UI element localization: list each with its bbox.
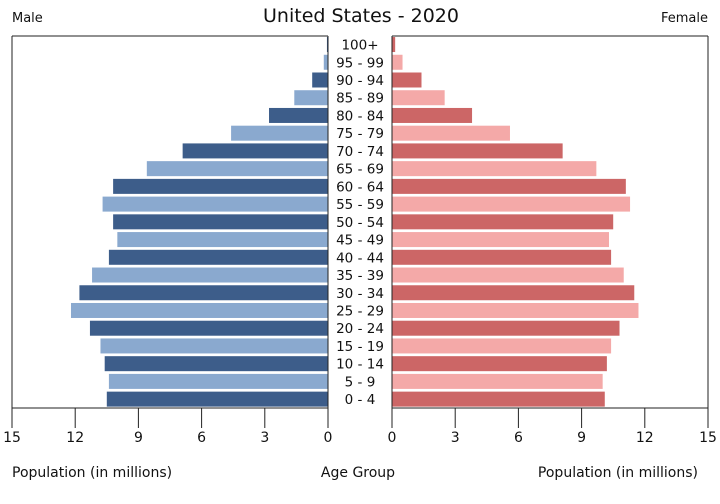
age-group-label: 25 - 29 xyxy=(336,303,384,319)
chart-title: United States - 2020 xyxy=(263,5,459,27)
male-tick-label: 0 xyxy=(324,430,333,446)
age-group-label: 0 - 4 xyxy=(345,392,376,408)
male-bar xyxy=(79,285,328,301)
male-tick-label: 3 xyxy=(260,430,269,446)
female-bar xyxy=(392,178,626,194)
female-bar xyxy=(392,196,631,212)
female-ticks: 0 3 6 9 12 15 xyxy=(388,408,717,446)
age-group-label: 5 - 9 xyxy=(345,374,376,390)
female-bar xyxy=(392,267,624,283)
female-bar xyxy=(392,54,403,70)
male-bar xyxy=(113,214,329,230)
age-group-label: 95 - 99 xyxy=(336,55,384,71)
female-bar xyxy=(392,232,609,248)
age-group-label: 100+ xyxy=(341,38,378,54)
female-bars xyxy=(392,37,639,407)
male-tick-label: 15 xyxy=(3,430,21,446)
male-bar xyxy=(312,72,328,88)
age-group-label: 50 - 54 xyxy=(336,215,384,231)
male-bar xyxy=(89,320,329,336)
age-group-label: 45 - 49 xyxy=(336,233,384,249)
male-bar xyxy=(108,373,328,389)
female-side-label: Female xyxy=(661,11,708,26)
female-bar xyxy=(392,302,639,318)
female-bar xyxy=(392,391,605,407)
age-group-label: 85 - 89 xyxy=(336,91,384,107)
male-bar xyxy=(323,54,328,70)
male-bar xyxy=(269,107,328,123)
female-tick-label: 9 xyxy=(577,430,586,446)
age-group-label: 10 - 14 xyxy=(336,357,384,373)
female-bar xyxy=(392,214,614,230)
male-side-label: Male xyxy=(12,11,43,26)
age-group-label: 20 - 24 xyxy=(336,321,384,337)
male-bar xyxy=(92,267,328,283)
male-bar xyxy=(326,37,328,53)
female-bar xyxy=(392,249,612,265)
female-bar xyxy=(392,37,396,53)
male-bar xyxy=(108,249,328,265)
female-bar xyxy=(392,161,597,177)
female-bar xyxy=(392,125,510,141)
age-axis-title: Age Group xyxy=(321,465,395,481)
male-bar xyxy=(106,391,328,407)
male-bar xyxy=(113,178,329,194)
age-group-label: 55 - 59 xyxy=(336,197,384,213)
female-bar xyxy=(392,72,422,88)
age-group-label: 70 - 74 xyxy=(336,144,384,160)
male-bar xyxy=(182,143,328,159)
male-bar xyxy=(100,338,328,354)
male-bar xyxy=(146,161,328,177)
female-x-axis-title: Population (in millions) xyxy=(538,465,698,481)
female-bar xyxy=(392,320,620,336)
female-bar xyxy=(392,90,445,106)
male-tick-label: 6 xyxy=(197,430,206,446)
female-bar xyxy=(392,373,603,389)
male-bar xyxy=(231,125,328,141)
age-group-label: 65 - 69 xyxy=(336,162,384,178)
female-bar xyxy=(392,143,563,159)
female-tick-label: 3 xyxy=(451,430,460,446)
female-bar xyxy=(392,107,473,123)
age-group-label: 15 - 19 xyxy=(336,339,384,355)
male-bar xyxy=(70,302,328,318)
age-group-label: 75 - 79 xyxy=(336,126,384,142)
male-bars xyxy=(70,37,329,407)
age-group-label: 30 - 34 xyxy=(336,286,384,302)
age-group-label: 80 - 84 xyxy=(336,108,384,124)
male-bar xyxy=(117,232,328,248)
female-tick-label: 0 xyxy=(388,430,397,446)
age-group-label: 90 - 94 xyxy=(336,73,384,89)
male-tick-label: 12 xyxy=(66,430,84,446)
female-tick-label: 15 xyxy=(699,430,717,446)
male-ticks: 15 12 9 6 3 0 xyxy=(3,408,332,446)
age-group-label: 40 - 44 xyxy=(336,250,384,266)
female-bar xyxy=(392,285,635,301)
male-x-axis-title: Population (in millions) xyxy=(12,465,172,481)
male-bar xyxy=(104,356,329,372)
male-tick-label: 9 xyxy=(134,430,143,446)
female-tick-label: 12 xyxy=(636,430,654,446)
age-group-labels: 0 - 4 5 - 910 - 14 15 - 19 20 - 24 25 - 2930… xyxy=(336,38,384,409)
male-bar xyxy=(294,90,328,106)
age-group-label: 60 - 64 xyxy=(336,179,384,195)
female-tick-label: 6 xyxy=(514,430,523,446)
male-bar xyxy=(102,196,328,212)
female-bar xyxy=(392,356,607,372)
age-group-label: 35 - 39 xyxy=(336,268,384,284)
female-bar xyxy=(392,338,612,354)
